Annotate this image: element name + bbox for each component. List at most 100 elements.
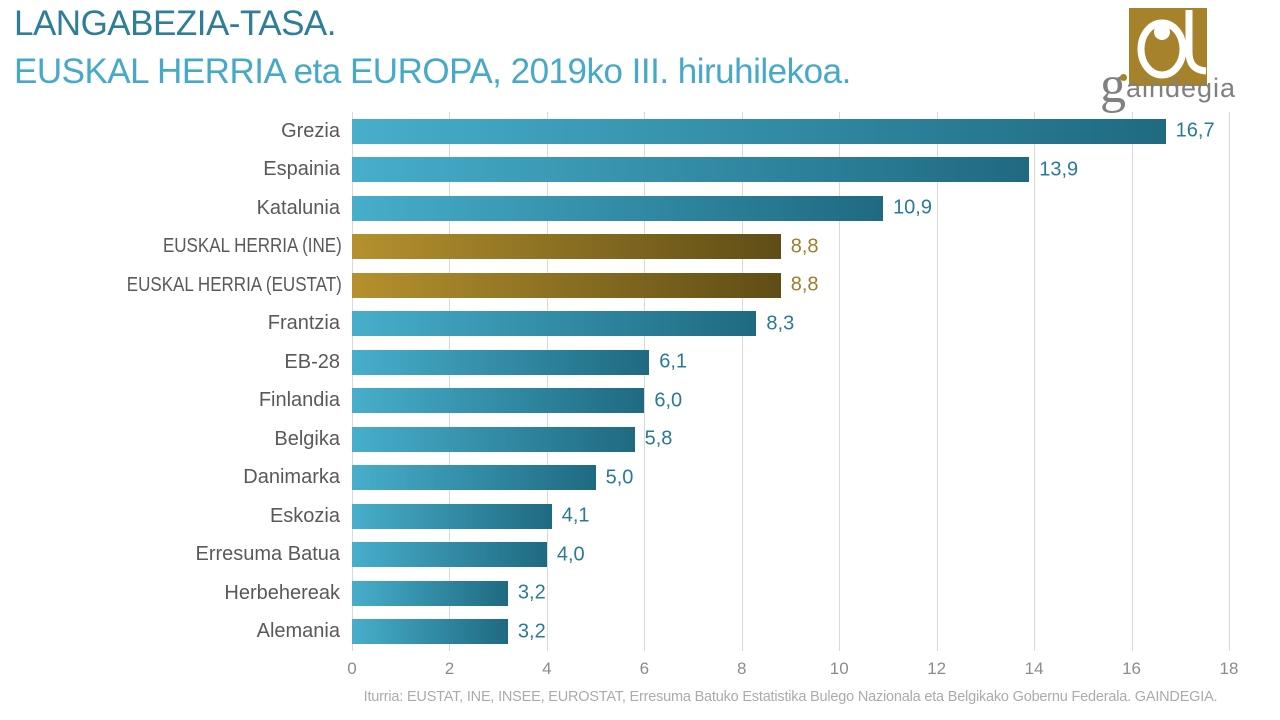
- bar: [352, 311, 757, 337]
- bar-track: 8,8: [352, 272, 1229, 298]
- bar-row: Alemania 3,2: [0, 613, 1280, 652]
- x-axis-tick: 10: [829, 659, 849, 678]
- category-label: EB-28: [284, 350, 340, 373]
- bar-row: EB-28 6,1: [0, 343, 1280, 382]
- bar: [352, 542, 547, 568]
- value-label: 16,7: [1175, 119, 1215, 142]
- bar: [352, 272, 781, 298]
- gridlines: [352, 112, 1230, 651]
- header: LANGABEZIA-TASA. EUSKAL HERRIA eta EUROP…: [0, 0, 1280, 112]
- bar-track: 8,3: [352, 311, 1229, 337]
- x-axis-tick: 8: [737, 659, 747, 678]
- bar: [352, 195, 884, 221]
- x-axis-tick: 6: [639, 659, 650, 678]
- bar-track: 5,0: [352, 465, 1229, 491]
- gridline: [449, 112, 451, 651]
- logo-letters-rest: aindegia: [1125, 73, 1237, 104]
- value-label: 5,0: [605, 466, 634, 489]
- value-label: 8,8: [790, 273, 819, 296]
- category-label: Eskozia: [269, 504, 340, 527]
- x-axis-tick: 12: [927, 659, 947, 678]
- x-axis-tick: 16: [1122, 659, 1142, 678]
- logo-letter-g: g: [1099, 57, 1127, 114]
- gridline: [546, 112, 548, 651]
- source-note: Iturria: EUSTAT, INE, INSEE, EUROSTAT, E…: [363, 689, 1218, 705]
- value-label: 3,2: [517, 581, 546, 604]
- category-label: EUSKAL HERRIA (INE): [162, 235, 342, 258]
- gridline: [1229, 112, 1230, 651]
- bar-row: Eskozia 4,1: [0, 497, 1280, 536]
- bar-track: 8,8: [352, 234, 1229, 260]
- category-label: Erresuma Batua: [195, 543, 340, 566]
- value-label: 6,1: [659, 350, 688, 373]
- bar-track: 6,0: [352, 388, 1229, 414]
- bar-row: Frantzia 8,3: [0, 305, 1280, 344]
- page-title: LANGABEZIA-TASA.: [14, 4, 337, 43]
- value-label: 4,1: [561, 504, 590, 527]
- category-label: EUSKAL HERRIA (EUSTAT): [126, 273, 342, 296]
- bar: [352, 465, 596, 491]
- bar: [352, 426, 635, 452]
- x-axis: 0 2 4 6 8 10 12 14 16 18: [347, 651, 1238, 681]
- value-label: 5,8: [644, 427, 673, 450]
- value-label: 4,0: [556, 543, 585, 566]
- gridline: [936, 112, 938, 651]
- page-subtitle: EUSKAL HERRIA eta EUROPA, 2019ko III. hi…: [14, 52, 851, 91]
- bar-row: Grezia 16,7: [0, 112, 1280, 151]
- bar-track: 4,1: [352, 503, 1229, 529]
- gridline: [839, 112, 841, 651]
- bar: [352, 619, 508, 645]
- bar-row: Espainia 13,9: [0, 151, 1280, 190]
- x-axis-tick: 14: [1024, 659, 1044, 678]
- x-axis-tick: 18: [1219, 659, 1239, 678]
- bar-track: 3,2: [352, 580, 1229, 606]
- plot-area: Grezia 16,7 Espainia 13,9 Katalunia 10,9 EUSKA…: [0, 112, 1280, 651]
- bar: [352, 157, 1030, 183]
- gridline: [352, 112, 353, 651]
- bar: [352, 118, 1166, 144]
- bar-row: Belgika 5,8: [0, 420, 1280, 459]
- bar: [352, 388, 645, 414]
- bar: [352, 580, 508, 606]
- bar-rows: Grezia 16,7 Espainia 13,9 Katalunia 10,9 EUSKA…: [0, 112, 1280, 651]
- category-label: Belgika: [274, 427, 340, 450]
- gaindegia-logo: g aindegia: [1098, 8, 1238, 114]
- gridline: [1131, 112, 1133, 651]
- category-label: Grezia: [281, 119, 340, 142]
- value-label: 3,2: [517, 620, 546, 643]
- category-label: Espainia: [263, 158, 340, 181]
- bar-row: EUSKAL HERRIA (INE) 8,8: [0, 228, 1280, 267]
- bar: [352, 234, 781, 260]
- gridline: [644, 112, 646, 651]
- bar-track: 4,0: [352, 542, 1229, 568]
- bar-row: Erresuma Batua 4,0: [0, 536, 1280, 575]
- category-label: Herbehereak: [224, 581, 340, 604]
- bar-track: 16,7: [352, 118, 1229, 144]
- category-label: Katalunia: [256, 196, 340, 219]
- bar-track: 3,2: [352, 619, 1229, 645]
- logo-wordmark: g aindegia: [1099, 57, 1237, 114]
- bar: [352, 503, 552, 529]
- bar-track: 6,1: [352, 349, 1229, 375]
- category-label: Danimarka: [243, 466, 340, 489]
- bar-row: Katalunia 10,9: [0, 189, 1280, 228]
- gridline: [741, 112, 743, 651]
- bar-track: 13,9: [352, 157, 1229, 183]
- bar-chart: Grezia 16,7 Espainia 13,9 Katalunia 10,9 EUSKA…: [0, 112, 1280, 705]
- x-axis-tick: 0: [347, 659, 357, 678]
- bar: [352, 349, 650, 375]
- value-label: 6,0: [654, 389, 683, 412]
- value-label: 8,3: [766, 312, 795, 335]
- bar-row: EUSKAL HERRIA (EUSTAT) 8,8: [0, 266, 1280, 305]
- x-axis-tick: 4: [542, 659, 552, 678]
- bar-row: Danimarka 5,0: [0, 459, 1280, 498]
- bar-track: 5,8: [352, 426, 1229, 452]
- bar-row: Herbehereak 3,2: [0, 574, 1280, 613]
- value-label: 10,9: [893, 196, 932, 219]
- value-label: 8,8: [790, 235, 819, 258]
- gaindegia-logo-icon: [1129, 8, 1207, 86]
- category-label: Frantzia: [267, 312, 340, 335]
- bar-track: 10,9: [352, 195, 1229, 221]
- value-label: 13,9: [1039, 158, 1079, 181]
